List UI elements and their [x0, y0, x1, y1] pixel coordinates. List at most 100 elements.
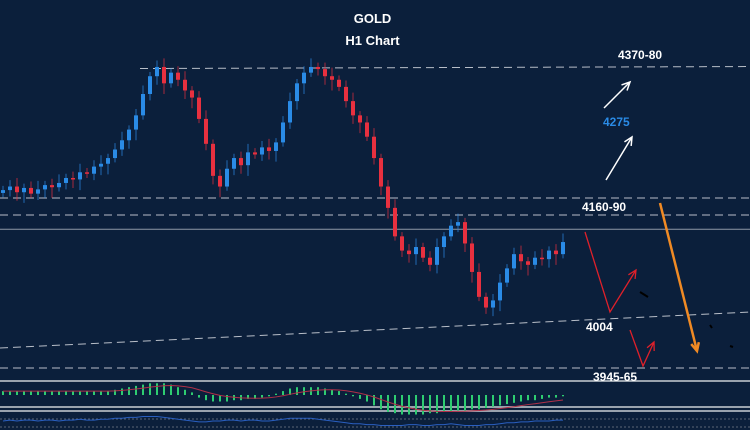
candle-body — [43, 185, 47, 190]
candle-body — [484, 296, 488, 308]
level-label-4370: 4370-80 — [618, 48, 663, 62]
macd-histogram-bar — [205, 395, 207, 401]
macd-histogram-bar — [485, 395, 487, 408]
candle-body — [169, 72, 173, 84]
macd-histogram-bar — [114, 389, 116, 395]
candle-body — [134, 115, 138, 130]
macd-histogram-bar — [436, 395, 438, 414]
candle-body — [239, 158, 243, 166]
macd-histogram-bar — [142, 384, 144, 395]
candle-body — [463, 222, 467, 244]
macd-histogram-bar — [324, 388, 326, 395]
macd-histogram-bar — [65, 391, 67, 395]
candle-body — [533, 257, 537, 265]
candle-body — [141, 94, 145, 116]
candle-body — [309, 66, 313, 73]
macd-histogram-bar — [261, 395, 263, 398]
macd-histogram-bar — [317, 387, 319, 395]
candle-body — [519, 254, 523, 262]
macd-histogram-bar — [86, 391, 88, 395]
candle-body — [113, 149, 117, 159]
candle-body — [197, 97, 201, 119]
candle-body — [540, 257, 544, 260]
macd-histogram-bar — [422, 395, 424, 415]
macd-histogram-bar — [16, 391, 18, 395]
macd-histogram-bar — [359, 395, 361, 399]
macd-histogram-bar — [30, 391, 32, 395]
macd-histogram-bar — [513, 395, 515, 403]
level-label-4004: 4004 — [586, 320, 613, 334]
candle-body — [449, 225, 453, 237]
candle-body — [246, 152, 250, 166]
candle-body — [1, 190, 5, 193]
candle-body — [120, 140, 124, 150]
macd-histogram-bar — [562, 395, 564, 397]
macd-histogram-bar — [198, 395, 200, 398]
macd-histogram-bar — [527, 395, 529, 401]
macd-histogram-bar — [212, 395, 214, 402]
arrow-up-to-4370 — [603, 81, 631, 109]
macd-histogram-bar — [541, 395, 543, 399]
macd-histogram-bar — [352, 395, 354, 397]
macd-histogram-bar — [170, 384, 172, 395]
candle-body — [330, 76, 334, 80]
candle-body — [29, 187, 33, 194]
macd-histogram-bar — [289, 388, 291, 395]
candle-body — [470, 243, 474, 272]
macd-histogram-bar — [520, 395, 522, 402]
macd-histogram-bar — [121, 388, 123, 395]
arrow-down-orange — [658, 202, 699, 352]
macd-histogram-bar — [226, 395, 228, 402]
candle-body — [8, 186, 12, 191]
candle-body — [421, 247, 425, 258]
marker-dot — [729, 345, 734, 348]
macd-histogram-bar — [93, 391, 95, 395]
candle-body — [85, 172, 89, 174]
candle-body — [547, 250, 551, 260]
macd-histogram-bar — [177, 387, 179, 395]
candle-body — [316, 66, 320, 70]
candle-body — [260, 147, 264, 155]
macd-histogram-bar — [457, 395, 459, 411]
macd-histogram-bar — [401, 395, 403, 415]
macd-histogram-bar — [415, 395, 417, 415]
macd-histogram-bar — [107, 391, 109, 395]
candle-body — [337, 79, 341, 87]
candle-body — [211, 143, 215, 176]
macd-histogram-bar — [184, 389, 186, 395]
macd-histogram-bar — [499, 395, 501, 406]
macd-histogram-bar — [247, 395, 249, 399]
candle-body — [561, 242, 565, 255]
marker-dot — [709, 324, 713, 329]
macd-histogram-bar — [275, 393, 277, 395]
arrow-up-to-4370-head — [621, 80, 632, 91]
macd-histogram-bar — [100, 391, 102, 395]
candle-body — [526, 261, 530, 265]
candle-body — [491, 300, 495, 308]
arrow-scenario-4004-head — [628, 268, 637, 280]
macd-histogram-bar — [548, 395, 550, 398]
candle-body — [498, 282, 502, 301]
chart-title: GOLD — [353, 11, 392, 26]
candle-body — [456, 222, 460, 226]
candle-body — [225, 168, 229, 187]
candle-body — [435, 247, 439, 265]
candle-body — [442, 236, 446, 248]
macd-histogram-bar — [450, 395, 452, 412]
candle-body — [302, 72, 306, 84]
arrow-up-to-4275-head — [624, 135, 633, 147]
candle-body — [372, 136, 376, 159]
macd-histogram-bar — [534, 395, 536, 401]
macd-histogram-bar — [555, 395, 557, 398]
macd-histogram-bar — [37, 391, 39, 395]
candle-body — [183, 79, 187, 91]
candle-body — [407, 250, 411, 255]
candle-body — [344, 86, 348, 102]
level-label-3945: 3945-65 — [593, 370, 638, 384]
candle-body — [162, 66, 166, 84]
candle-body — [281, 122, 285, 143]
candle-body — [218, 175, 222, 187]
candle-body — [190, 90, 194, 98]
